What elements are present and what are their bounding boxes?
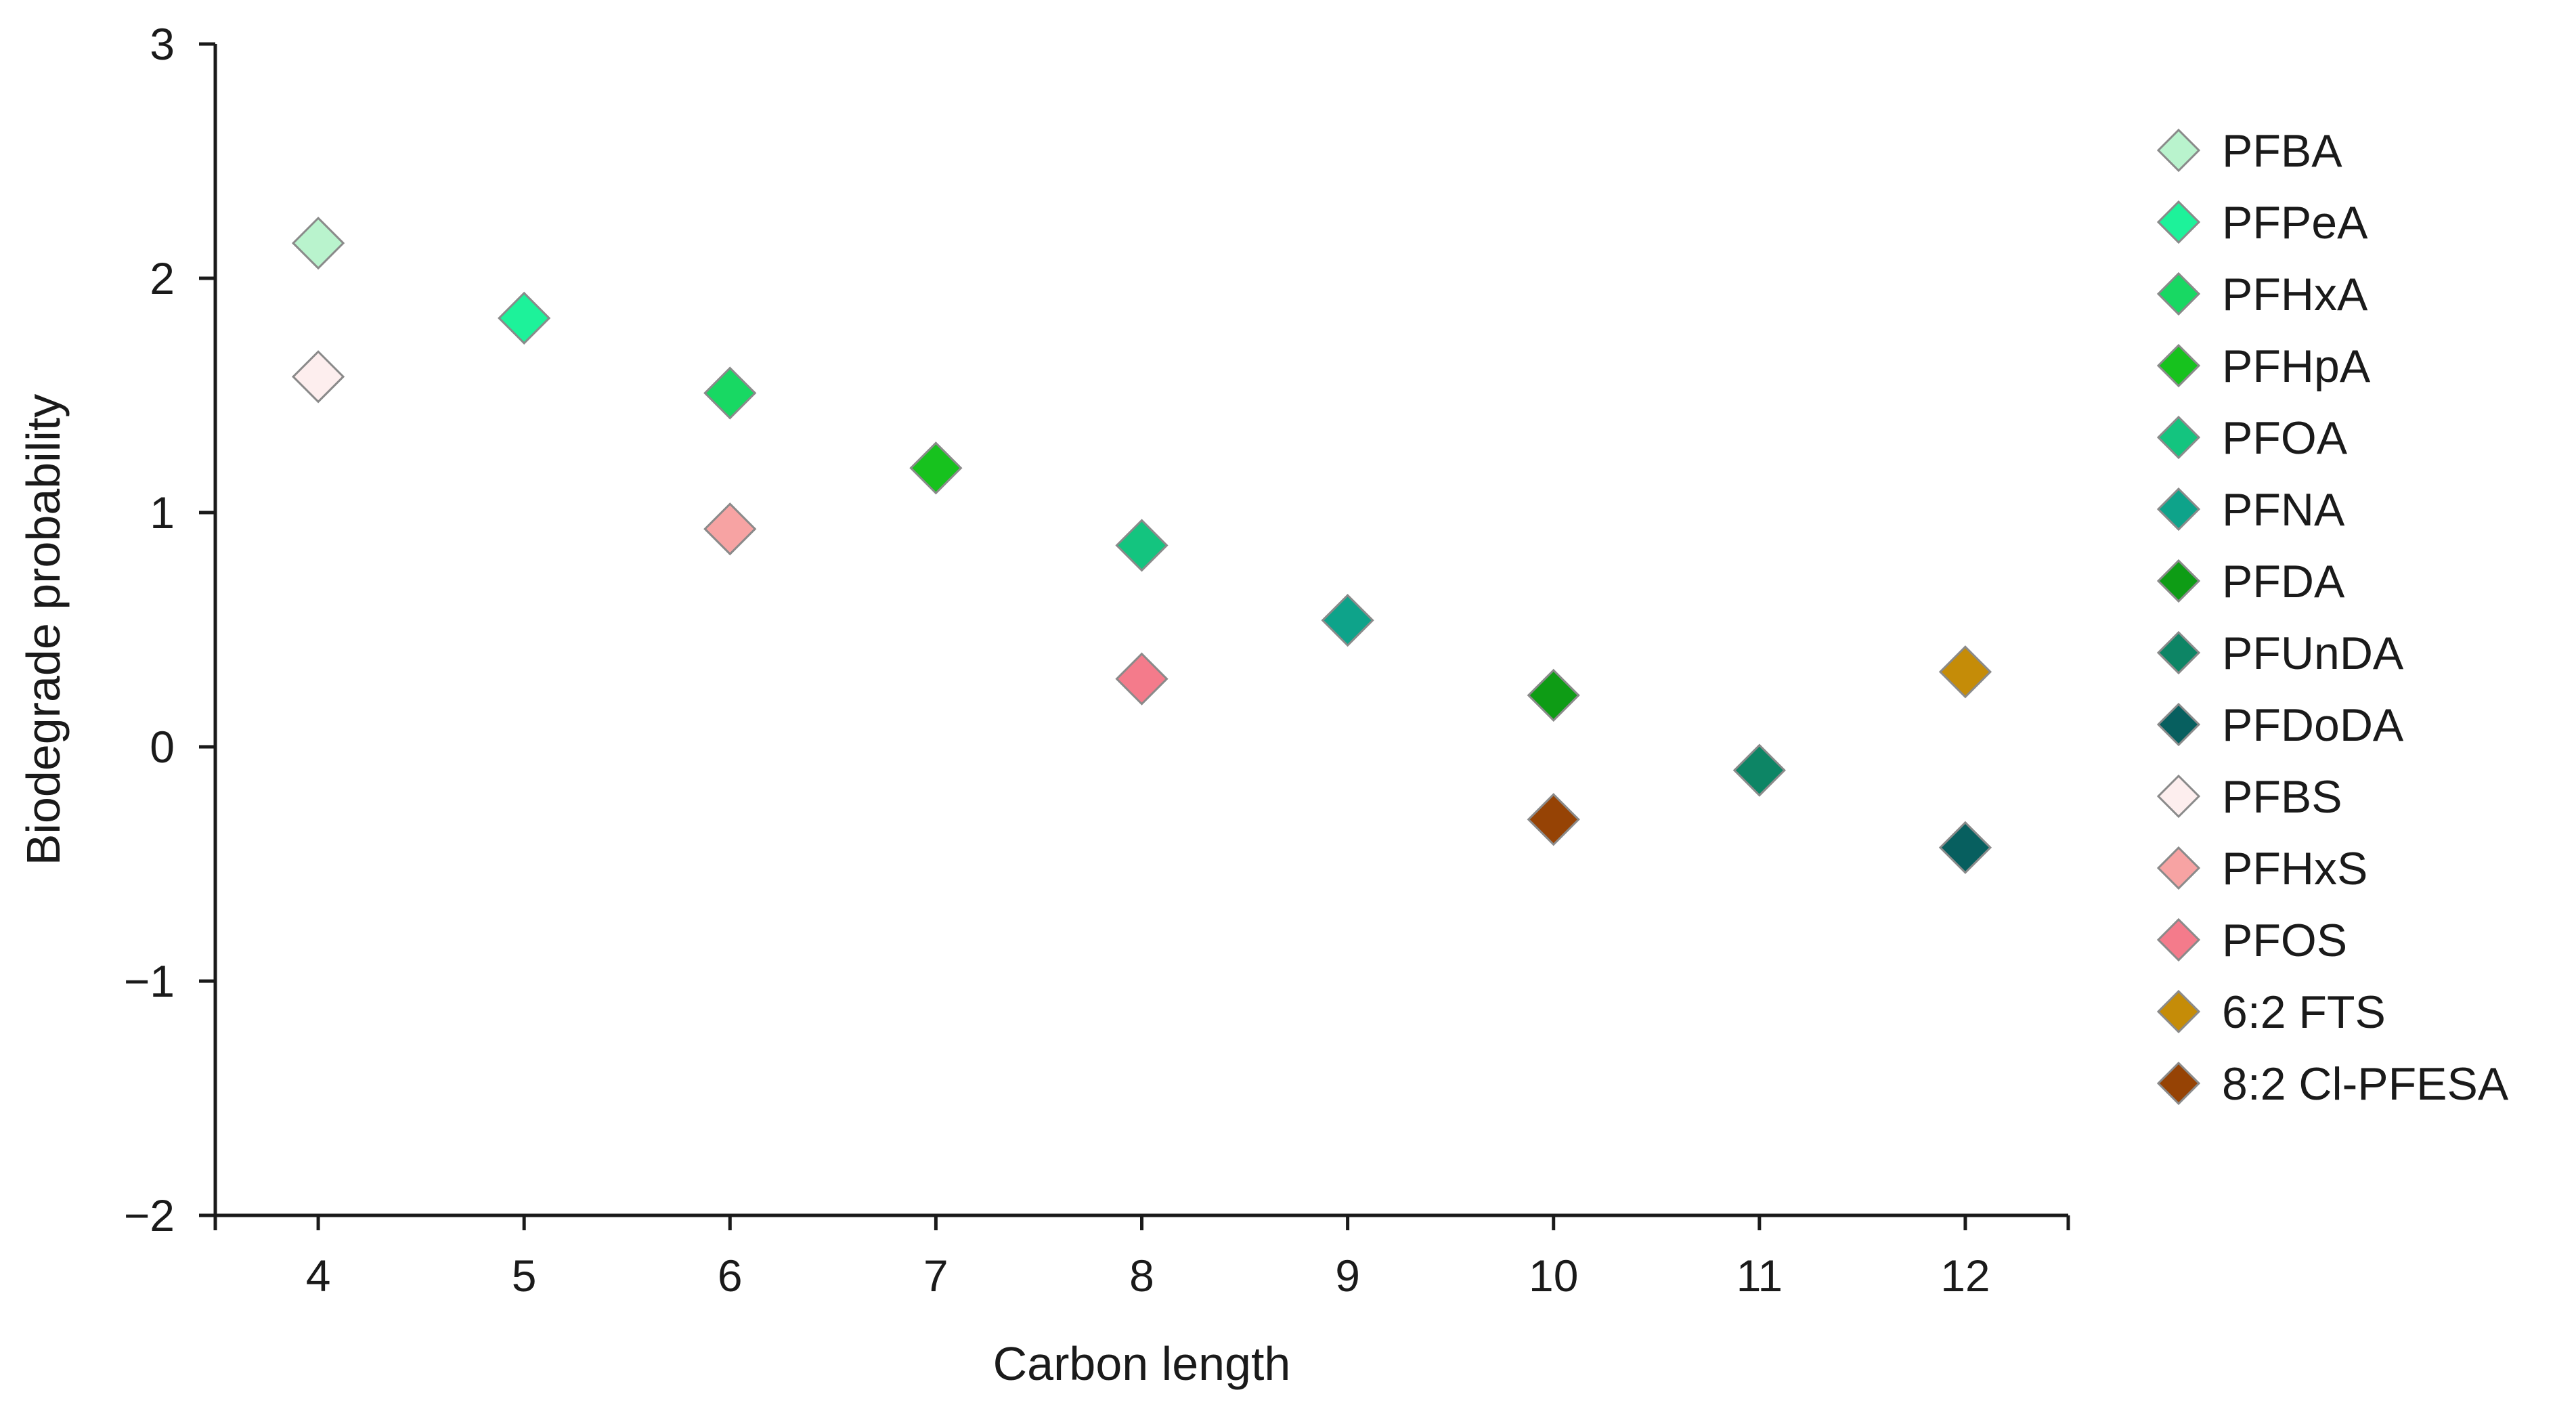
legend-label: PFPeA — [2222, 197, 2368, 248]
legend-marker — [2156, 128, 2201, 173]
legend-label: PFBA — [2222, 125, 2342, 177]
data-point — [1938, 645, 1992, 699]
x-tick-label: 7 — [923, 1251, 948, 1301]
x-axis-title: Carbon length — [993, 1337, 1291, 1390]
x-tick-label: 5 — [512, 1251, 537, 1301]
legend-marker — [2156, 630, 2201, 675]
x-tick-label: 9 — [1335, 1251, 1360, 1301]
data-point — [703, 366, 757, 420]
legend-label: PFDoDA — [2222, 699, 2404, 751]
legend-marker — [2156, 415, 2201, 460]
x-tick-label: 4 — [306, 1251, 331, 1301]
legend-marker — [2156, 917, 2201, 962]
legend-label: PFOA — [2222, 412, 2348, 464]
legend-marker — [2156, 846, 2201, 890]
legend-marker — [2156, 774, 2201, 819]
legend-marker — [2156, 272, 2201, 316]
y-tick-label: 1 — [150, 488, 175, 538]
legend-label: PFHxA — [2222, 269, 2368, 320]
legend-label: PFOS — [2222, 915, 2347, 966]
legend-label: 8:2 Cl-PFESA — [2222, 1058, 2509, 1110]
data-point — [1527, 668, 1580, 722]
legend-marker — [2156, 487, 2201, 532]
legend-marker — [2156, 989, 2201, 1034]
x-tick-label: 6 — [718, 1251, 743, 1301]
legend-marker — [2156, 343, 2201, 388]
x-tick-label: 10 — [1529, 1251, 1578, 1301]
x-tick-label: 8 — [1129, 1251, 1154, 1301]
y-tick-label: 0 — [150, 722, 175, 772]
legend-label: PFHpA — [2222, 341, 2371, 392]
data-point — [1115, 519, 1169, 572]
legend: PFBA PFPeA PFHxA PFHpA PFOA PFNA PFDA PFUnDA PFD… — [2156, 125, 2509, 1110]
data-point — [1115, 652, 1169, 706]
data-point — [498, 291, 551, 345]
legend-marker — [2156, 702, 2201, 747]
legend-marker — [2156, 200, 2201, 244]
data-points — [291, 216, 1992, 874]
y-tick-label: −2 — [124, 1190, 175, 1240]
data-point — [1527, 793, 1580, 846]
data-point — [1938, 821, 1992, 874]
legend-marker — [2156, 1061, 2201, 1106]
data-point — [291, 216, 345, 270]
data-point — [1732, 743, 1786, 797]
legend-label: PFNA — [2222, 484, 2345, 536]
x-tick-label: 11 — [1737, 1251, 1783, 1301]
y-tick-label: 3 — [150, 19, 175, 69]
data-point — [703, 502, 757, 556]
legend-label: PFHxS — [2222, 843, 2367, 894]
legend-label: PFDA — [2222, 556, 2345, 607]
data-point — [909, 441, 963, 495]
y-axis-title: Biodegrade probability — [17, 394, 70, 866]
y-tick-label: −1 — [124, 956, 175, 1006]
legend-label: 6:2 FTS — [2222, 987, 2386, 1038]
legend-marker — [2156, 559, 2201, 603]
legend-label: PFUnDA — [2222, 628, 2404, 679]
legend-label: PFBS — [2222, 771, 2342, 823]
y-tick-label: 2 — [150, 253, 175, 303]
data-point — [1321, 594, 1374, 647]
x-tick-label: 12 — [1940, 1251, 1990, 1301]
data-point — [291, 350, 345, 404]
